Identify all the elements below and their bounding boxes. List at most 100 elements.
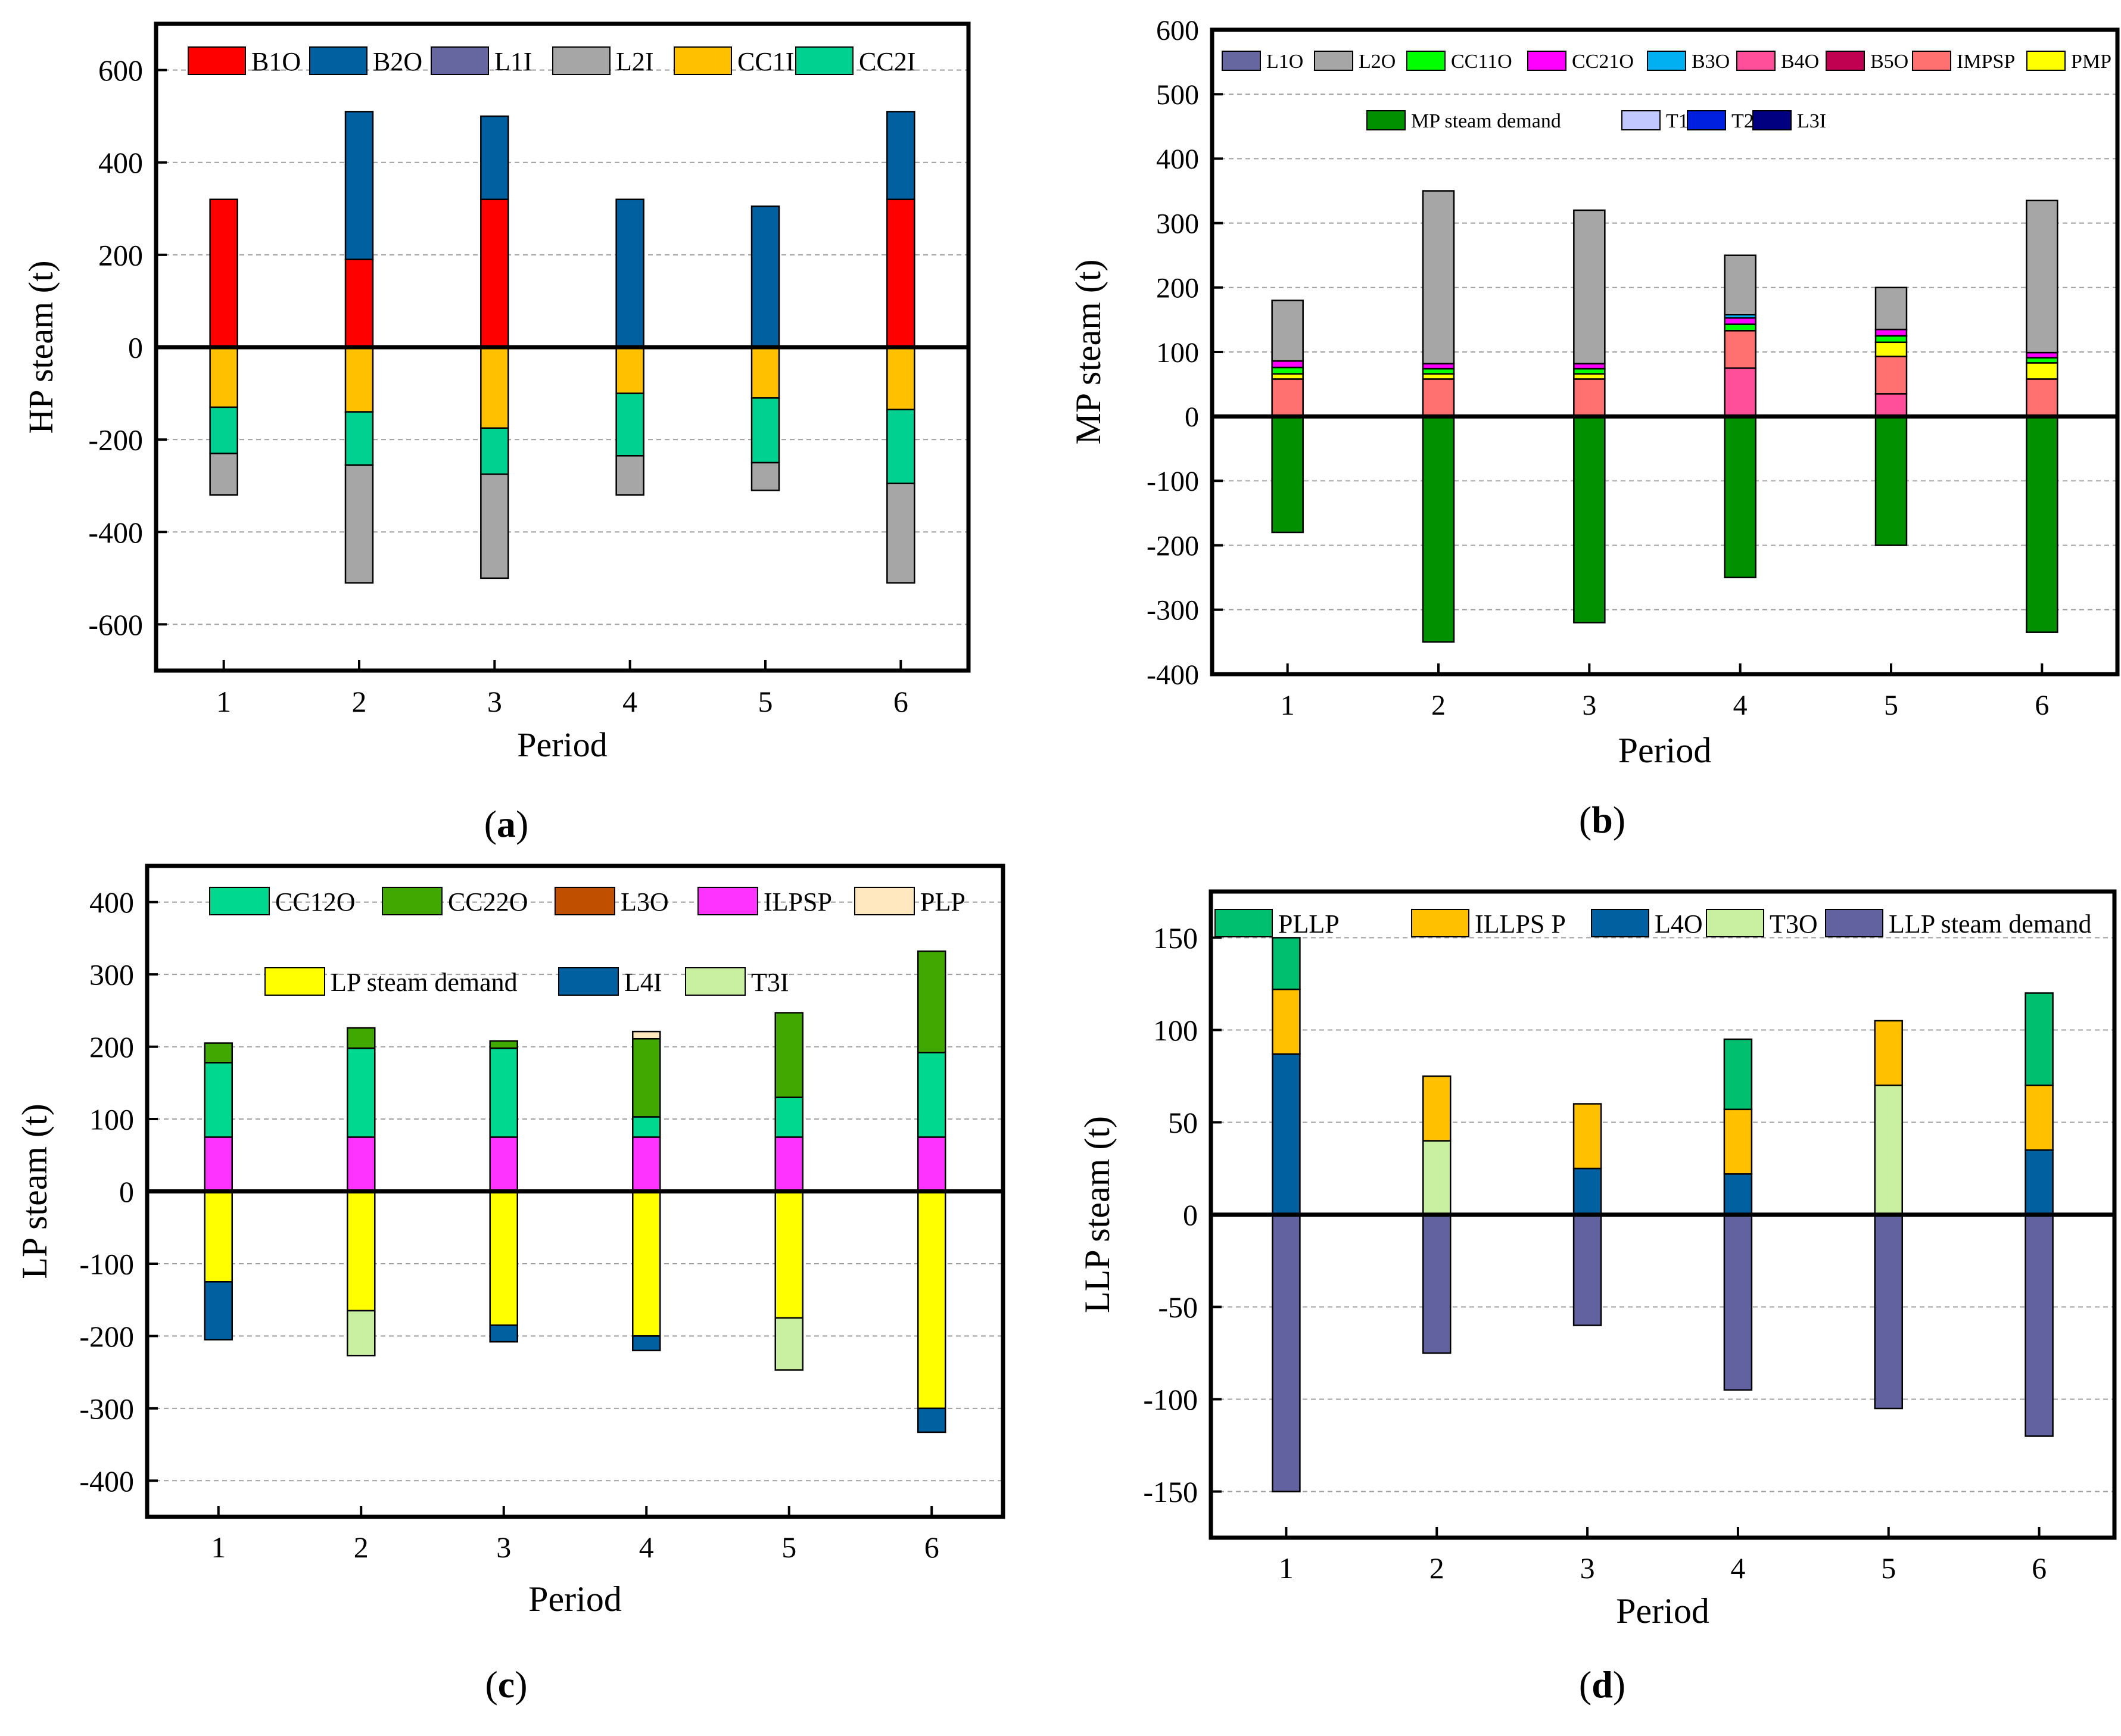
bar-illps-p-period-4 (1723, 1108, 1753, 1175)
bar-cc1i-period-5 (750, 346, 780, 399)
bar-lp-steam-demand-period-1 (204, 1190, 233, 1283)
x-axis-label: Period (1616, 1591, 1709, 1631)
y-tick-label: -600 (88, 608, 143, 641)
x-tick-label: 6 (2032, 1551, 2047, 1585)
bar-b1o-period-2 (344, 258, 374, 348)
legend-label-llp-steam-demand: LLP steam demand (1889, 909, 2092, 939)
bar-ilpsp-period-4 (632, 1136, 661, 1192)
legend-swatch-mp-steam-demand (1366, 110, 1406, 130)
y-tick-label: 0 (1185, 401, 1199, 433)
bar-pmp-period-1 (1271, 373, 1304, 380)
bar-llp-steam-demand-period-4 (1723, 1214, 1753, 1391)
bar-b1o-period-6 (886, 198, 915, 348)
legend-label-b5o: B5O (1870, 51, 1908, 73)
bar-l2i-period-3 (480, 473, 509, 579)
legend-swatch-cc1i (674, 46, 732, 75)
bar-cc21o-period-4 (1724, 317, 1756, 325)
bar-b4o-period-5 (1874, 393, 1908, 417)
legend-swatch-b4o (1736, 51, 1776, 71)
x-tick-label: 3 (496, 1531, 511, 1564)
y-tick-label: 100 (1156, 337, 1199, 369)
legend-label-b3o: B3O (1692, 51, 1730, 73)
bar-b2o-period-2 (344, 111, 374, 260)
bar-cc21o-period-6 (2026, 351, 2058, 359)
x-axis-label: Period (517, 725, 607, 764)
bar-b2o-period-4 (615, 198, 644, 348)
legend-label-cc11o: CC11O (1451, 51, 1512, 73)
y-axis-label: LP steam (t) (15, 1104, 54, 1279)
bar-cc11o-period-3 (1573, 367, 1606, 375)
legend-swatch-lp-steam-demand (264, 967, 325, 996)
bar-impsp-period-2 (1422, 378, 1455, 417)
x-tick-label: 1 (211, 1531, 226, 1564)
legend-label-b2o: B2O (373, 47, 422, 76)
legend-label-l1o: L1O (1266, 51, 1303, 73)
y-tick-label: 300 (89, 958, 134, 992)
x-tick-label: 6 (924, 1531, 939, 1564)
legend-label-t3i: T3I (751, 968, 789, 997)
bar-mp-steam-demand-period-4 (1724, 415, 1756, 578)
legend-label-plp: PLP (920, 887, 965, 917)
y-tick-label: -200 (79, 1320, 134, 1353)
bar-l4i-period-4 (632, 1335, 661, 1351)
x-tick-label: 4 (639, 1531, 654, 1564)
bar-llp-steam-demand-period-6 (2025, 1214, 2054, 1437)
bar-cc22o-period-3 (489, 1040, 518, 1049)
bar-cc11o-period-5 (1874, 335, 1908, 344)
x-tick-label: 4 (1730, 1551, 1745, 1585)
panel-d: -150 -100 -50 0 50 100 150 1 2 3 4 5 6 Period LLP stea… (1077, 889, 2117, 1706)
bar-cc11o-period-4 (1724, 323, 1756, 332)
x-tick-label: 2 (352, 685, 367, 718)
y-tick-label: 0 (1183, 1198, 1198, 1232)
legend-swatch-cc11o (1406, 51, 1446, 71)
y-axis-label: MP steam (t) (1069, 259, 1108, 444)
x-tick-label: 3 (1580, 1551, 1595, 1585)
bar-cc2i-period-2 (344, 411, 374, 466)
bar-l4i-period-1 (204, 1281, 233, 1341)
y-axis-label: LLP steam (t) (1077, 1116, 1117, 1313)
bar-cc2i-period-1 (209, 406, 238, 454)
bar-pllp-period-4 (1723, 1038, 1753, 1111)
legend-swatch-cc2i (795, 46, 854, 75)
y-tick-label: 0 (119, 1175, 134, 1208)
bar-b4o-period-4 (1724, 367, 1756, 417)
bar-llp-steam-demand-period-5 (1874, 1214, 1903, 1410)
bar-lp-steam-demand-period-5 (774, 1190, 803, 1319)
bar-cc21o-period-5 (1874, 328, 1908, 337)
y-tick-label: 600 (98, 54, 143, 87)
legend-swatch-cc22o (382, 887, 443, 915)
x-tick-label: 2 (1431, 690, 1446, 721)
y-tick-label: 200 (98, 238, 143, 272)
bar-l2o-period-4 (1724, 254, 1756, 316)
y-tick-label: 400 (98, 146, 143, 179)
y-tick-label: 200 (89, 1030, 134, 1064)
legend-swatch-b2o (309, 46, 367, 75)
legend-swatch-ilpsp (697, 887, 758, 915)
legend-swatch-b5o (1826, 51, 1865, 71)
bar-illps-p-period-5 (1874, 1020, 1903, 1086)
x-tick-label: 3 (1582, 690, 1596, 721)
legend-label-cc2i: CC2I (859, 47, 915, 76)
legend-label-l4i: L4I (624, 968, 662, 997)
bar-cc1i-period-4 (615, 346, 644, 394)
bar-illps-p-period-6 (2025, 1084, 2054, 1151)
bar-impsp-period-1 (1271, 378, 1304, 417)
x-tick-label: 1 (1281, 690, 1295, 721)
bar-l4o-period-6 (2025, 1149, 2054, 1215)
bar-pmp-period-6 (2026, 362, 2058, 380)
legend-swatch-cc12o (209, 887, 270, 915)
bar-ilpsp-period-1 (204, 1136, 233, 1192)
bar-l2o-period-5 (1874, 286, 1908, 331)
bar-ilpsp-period-5 (774, 1136, 803, 1192)
legend-label-l4o: L4O (1655, 909, 1703, 939)
legend-swatch-l4o (1591, 909, 1649, 937)
bar-l4o-period-3 (1572, 1167, 1602, 1215)
panel-c: -400 -300 -200 -100 0 100 200 300 400 1 2 3 4 5 6 Perio… (15, 864, 1005, 1706)
x-tick-label: 5 (781, 1531, 796, 1564)
bar-lp-steam-demand-period-2 (347, 1190, 376, 1312)
legend-label-illps-p: ILLPS P (1475, 909, 1566, 939)
y-tick-label: -300 (1147, 595, 1199, 627)
x-tick-label: 6 (893, 685, 908, 718)
y-tick-label: 200 (1156, 273, 1199, 304)
panel-caption: (b) (1579, 799, 1625, 841)
